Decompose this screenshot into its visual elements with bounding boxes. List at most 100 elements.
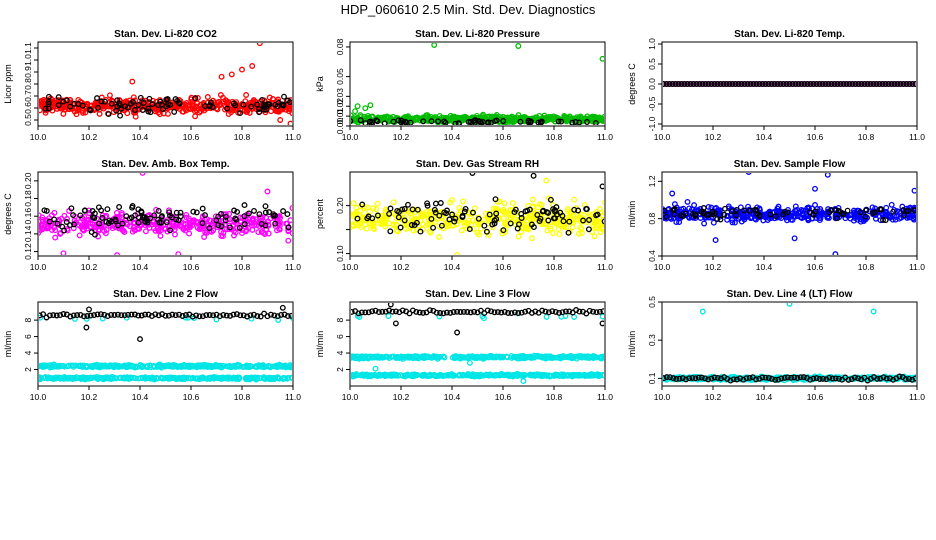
data-point (287, 217, 292, 224)
data-point (125, 311, 132, 318)
data-point (215, 213, 222, 220)
y-tick-label: 1.0 (23, 54, 33, 66)
y-tick-label: 0.03 (335, 88, 345, 105)
data-point (832, 375, 839, 382)
data-point (359, 201, 366, 208)
y-tick-label: 0.8 (647, 212, 657, 224)
data-point (39, 214, 46, 221)
data-point (115, 222, 122, 229)
y-axis-label: degrees C (3, 193, 13, 235)
data-point (593, 217, 600, 224)
data-point (210, 374, 217, 381)
data-point (39, 107, 43, 114)
data-point (602, 199, 604, 206)
data-point (70, 225, 77, 232)
data-point (812, 185, 818, 192)
data-point (256, 43, 263, 47)
data-point (502, 372, 508, 379)
data-point (461, 208, 468, 215)
data-point (351, 224, 353, 231)
y-tick-label: 2 (23, 367, 33, 372)
data-point (288, 312, 292, 319)
data-point (129, 78, 136, 85)
data-point (483, 228, 490, 235)
data-point (691, 202, 698, 209)
data-point (436, 313, 443, 320)
data-point (599, 224, 604, 231)
data-point (515, 310, 522, 316)
x-tick-label: 10.0 (654, 392, 671, 402)
data-point (549, 308, 556, 315)
data-point (680, 205, 687, 212)
data-point (889, 216, 896, 223)
y-tick-label: -0.5 (647, 96, 657, 111)
data-point (848, 376, 855, 383)
x-tick-label: 11.0 (597, 132, 613, 142)
data-point (910, 215, 916, 222)
data-point (580, 217, 587, 224)
data-point (132, 363, 139, 370)
data-point (857, 209, 864, 216)
data-point (418, 213, 424, 220)
data-point (80, 374, 87, 381)
data-point (193, 209, 200, 216)
data-point (94, 95, 100, 102)
data-point (559, 354, 566, 361)
data-point (45, 101, 52, 107)
data-point (74, 312, 81, 319)
data-point (114, 311, 121, 318)
data-point (99, 375, 105, 382)
x-tick-label: 10.0 (342, 262, 359, 272)
data-point (768, 81, 775, 87)
data-point (813, 81, 820, 87)
data-point (835, 207, 842, 214)
data-point (358, 219, 365, 226)
data-point (781, 374, 788, 381)
data-point (85, 216, 92, 223)
x-tick-label: 10.6 (495, 392, 512, 402)
data-point (547, 223, 554, 230)
data-point (692, 375, 699, 382)
data-point (96, 220, 103, 227)
data-point (275, 362, 282, 369)
data-point (576, 353, 583, 360)
data-point (185, 363, 192, 370)
data-point (460, 308, 467, 315)
data-point (432, 209, 439, 216)
data-point (874, 375, 881, 382)
data-point (274, 103, 281, 110)
data-point (385, 313, 392, 320)
data-point (789, 81, 796, 87)
data-point (84, 375, 91, 382)
data-point (369, 308, 376, 315)
data-point (543, 177, 550, 184)
data-point (437, 200, 444, 206)
data-point (775, 376, 782, 383)
data-point (119, 363, 126, 370)
data-point (669, 81, 676, 87)
data-point (142, 228, 149, 235)
data-point (585, 226, 592, 233)
y-tick-label: 0.9 (23, 66, 33, 78)
data-point (277, 117, 284, 123)
x-tick-label: 10.8 (858, 262, 875, 272)
data-point (772, 376, 779, 383)
data-point (39, 98, 45, 105)
data-point (863, 207, 870, 214)
data-point (475, 231, 482, 238)
y-tick-label: 0.00 (335, 117, 345, 134)
y-tick-label: 0.5 (23, 114, 33, 126)
data-point (870, 308, 877, 315)
data-point (562, 308, 569, 315)
panel-title: Stan. Dev. Li-820 Temp. (734, 29, 845, 40)
data-point (844, 207, 851, 214)
data-point (678, 81, 685, 87)
points-group (39, 304, 292, 383)
data-point (756, 212, 763, 219)
data-point (95, 104, 101, 111)
data-point (911, 187, 916, 194)
data-point (574, 372, 581, 379)
data-point (99, 212, 106, 219)
data-point (55, 102, 62, 109)
data-point (702, 81, 709, 87)
